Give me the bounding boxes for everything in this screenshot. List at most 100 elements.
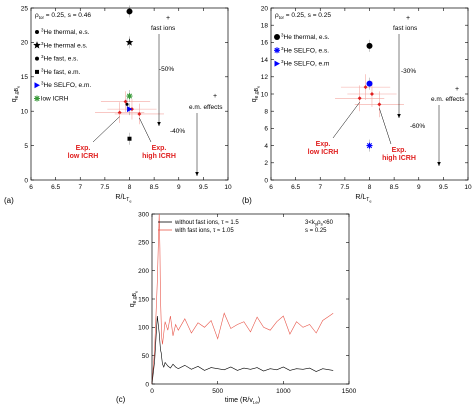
legend-marker bbox=[274, 34, 280, 40]
x-tick-label: 7.5 bbox=[340, 184, 349, 191]
series-line-0 bbox=[151, 315, 334, 385]
legend-marker bbox=[33, 41, 41, 49]
y-tick-label: 2 bbox=[264, 160, 268, 167]
exp-point bbox=[369, 92, 374, 96]
fast-ions-label: fast ions bbox=[151, 25, 176, 32]
plot-frame bbox=[151, 213, 350, 385]
legend-entry: with fast ions, τ ≈ 1.05 bbox=[174, 228, 234, 234]
exp-low-label: Exp. bbox=[76, 145, 91, 152]
x-tick-label: 8 bbox=[368, 184, 372, 191]
x-tick-label: 8.5 bbox=[150, 184, 159, 191]
y-tick-label: 4 bbox=[264, 143, 268, 150]
legend-marker bbox=[35, 69, 39, 74]
plus-sign: + bbox=[213, 93, 217, 100]
y-tick-label: 16 bbox=[261, 40, 269, 47]
exp-point bbox=[123, 99, 128, 104]
panel-b: 6 6.5 7 7.5 8 8.5 9 9.5 10 0 2 4 6 8 10 12 14 16 18 20 R/LTe… bbox=[251, 5, 472, 203]
exp-point bbox=[363, 85, 368, 90]
exp-high-pointer bbox=[139, 117, 152, 143]
y-tick-label: 10 bbox=[261, 91, 269, 98]
y-tick-label: 0 bbox=[264, 177, 268, 184]
y-tick-label: 10 bbox=[21, 109, 29, 116]
x-tick-label: 8 bbox=[128, 184, 132, 191]
x-tick-label: 9 bbox=[177, 184, 181, 191]
panel-label-a: (a) bbox=[4, 196, 14, 205]
y-tick-label: 14 bbox=[261, 57, 269, 64]
legend-entry: 3He thermal, e.s. bbox=[281, 33, 330, 42]
info-label: s = 0.25 bbox=[305, 228, 327, 234]
x-tick-label: 7 bbox=[78, 184, 82, 191]
legend-entry: 3He thermal e.s. bbox=[41, 41, 88, 50]
panel-label-b: (b) bbox=[242, 196, 252, 205]
exp-low-pointer bbox=[332, 102, 360, 139]
exp-low-label: low ICRH bbox=[308, 149, 339, 156]
y-tick-label: 5 bbox=[24, 143, 28, 150]
y-tick-label: 100 bbox=[138, 325, 149, 332]
exp-point bbox=[377, 102, 382, 107]
y-tick-label: 6 bbox=[264, 126, 268, 133]
exp-high-label: Exp. bbox=[152, 145, 167, 152]
legend-marker bbox=[34, 95, 40, 102]
exp-low-pointer bbox=[92, 116, 120, 143]
x-tick-label: 6.5 bbox=[291, 184, 300, 191]
sim-point bbox=[127, 106, 133, 113]
legend-entry: 3He fast, e.m. bbox=[41, 67, 81, 76]
x-tick-label: 6 bbox=[29, 184, 33, 191]
legend-entry: 3He thermal, e.s. bbox=[41, 28, 90, 37]
em-effects-label: e.m. effects bbox=[431, 96, 465, 103]
x-tick-label: 10 bbox=[464, 184, 472, 191]
y-tick-label: 150 bbox=[138, 296, 149, 303]
exp-point bbox=[117, 110, 122, 115]
series-line-1 bbox=[151, 213, 334, 385]
x-tick-label: 500 bbox=[212, 388, 223, 395]
pct-label-2: -60% bbox=[410, 123, 425, 130]
sim-point bbox=[366, 42, 373, 49]
legend-entry: 3He SELFO, e.m. bbox=[41, 81, 91, 90]
x-tick-label: 9.5 bbox=[199, 184, 208, 191]
arrow-em-effects-head bbox=[437, 162, 441, 166]
sim-point bbox=[126, 93, 133, 100]
y-axis-label: qe,gBe bbox=[251, 85, 261, 102]
exp-high-pointer bbox=[379, 108, 392, 145]
y-tick-label: 50 bbox=[142, 353, 150, 360]
x-tick-label: 1000 bbox=[276, 388, 291, 395]
exp-high-label: Exp. bbox=[392, 147, 407, 154]
sim-point bbox=[366, 142, 373, 149]
sim-point bbox=[366, 80, 373, 87]
x-axis-label: time (R/vt,e) bbox=[225, 397, 260, 404]
fast-ions-label: fast ions bbox=[393, 25, 418, 32]
y-tick-label: 0 bbox=[24, 177, 28, 184]
x-tick-label: 9.5 bbox=[439, 184, 448, 191]
legend-entry: without fast ions, τ ≈ 1.5 bbox=[174, 220, 239, 226]
arrow-em-effects-head bbox=[195, 172, 199, 176]
x-axis-label: R/LTe bbox=[355, 194, 372, 204]
legend-entry: 3He fast, e.s. bbox=[41, 54, 78, 63]
exp-low-label: Exp. bbox=[316, 141, 331, 148]
sim-point bbox=[127, 136, 132, 141]
x-tick-label: 6.5 bbox=[51, 184, 60, 191]
em-effects-label: e.m. effects bbox=[189, 104, 223, 111]
plus-sign: + bbox=[455, 86, 459, 93]
legend-marker bbox=[274, 60, 280, 67]
x-tick-label: 6 bbox=[269, 184, 273, 191]
panel-c: 0 500 1000 1500 0 50 100 150 200 250 300 time (R/vt… bbox=[129, 211, 357, 404]
x-tick-label: 0 bbox=[150, 388, 154, 395]
y-tick-label: 20 bbox=[261, 5, 269, 12]
legend-entry: low ICRH bbox=[41, 96, 69, 103]
sim-point bbox=[125, 38, 134, 46]
exp-point bbox=[357, 96, 362, 101]
x-tick-label: 8.5 bbox=[390, 184, 399, 191]
exp-high-label: high ICRH bbox=[382, 155, 416, 162]
legend-marker bbox=[35, 56, 39, 61]
y-axis-label: qe,gBe bbox=[129, 290, 139, 307]
exp-high-label: high ICRH bbox=[142, 153, 176, 160]
legend-entry: 3He SELFO, e.m bbox=[281, 59, 329, 68]
y-axis-label: qe,gBe bbox=[11, 85, 21, 102]
exp-low-label: low ICRH bbox=[68, 153, 99, 160]
legend-marker bbox=[34, 82, 40, 89]
legend-marker bbox=[274, 47, 280, 54]
panel-a: 6 6.5 7 7.5 8 8.5 9 9.5 10 0 5 10 15 20 25 R/LTe qe,gBe ρ… bbox=[11, 5, 232, 203]
y-tick-label: 8 bbox=[264, 109, 268, 116]
info-label: 3<kyρs<60 bbox=[305, 220, 334, 227]
